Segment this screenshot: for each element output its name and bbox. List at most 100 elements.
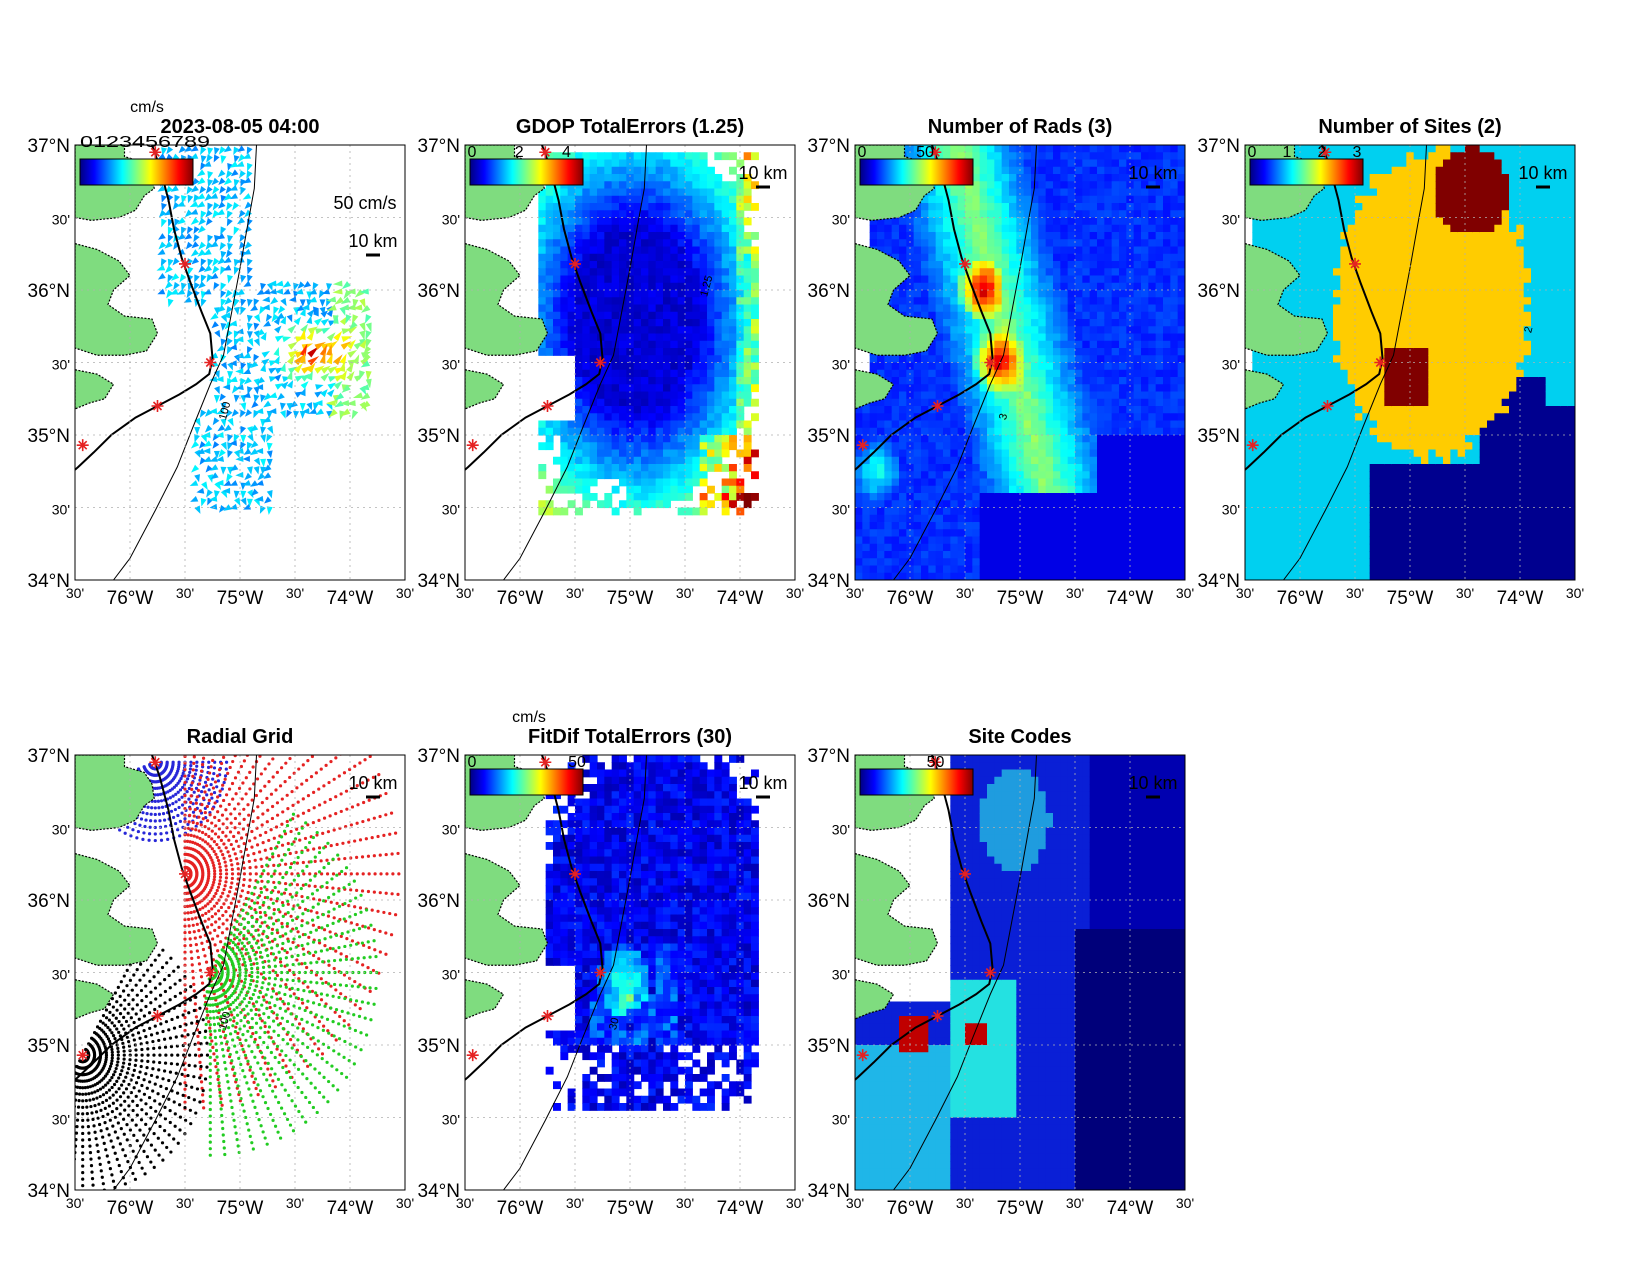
current-vector — [186, 289, 194, 299]
data-cell — [862, 485, 871, 494]
data-cell — [1104, 449, 1113, 458]
data-cell — [1133, 500, 1142, 509]
data-cell — [721, 377, 730, 385]
data-cell — [597, 166, 605, 175]
data-cell — [1016, 413, 1025, 422]
data-cell — [721, 464, 730, 472]
data-cell — [1075, 188, 1083, 197]
data-cell — [1001, 514, 1010, 523]
data-cell — [935, 536, 944, 545]
data-cell — [1148, 551, 1157, 559]
data-cell — [1038, 507, 1047, 516]
data-cell — [891, 464, 900, 472]
data-cell — [987, 543, 995, 552]
data-cell — [891, 413, 900, 422]
current-vector — [223, 480, 232, 486]
data-cell — [1163, 391, 1171, 400]
data-cell — [1119, 529, 1127, 538]
data-cell — [1133, 261, 1142, 269]
data-cell — [1252, 551, 1261, 559]
data-cell — [972, 326, 981, 335]
current-vector — [214, 386, 220, 395]
data-cell — [589, 464, 598, 472]
data-cell — [1075, 311, 1083, 320]
data-cell — [1141, 398, 1149, 407]
data-cell — [575, 232, 583, 240]
data-cell — [1097, 311, 1105, 320]
data-cell — [663, 181, 671, 190]
data-cell — [648, 268, 657, 277]
data-cell — [928, 224, 937, 233]
current-vector — [223, 264, 232, 271]
current-vector — [339, 353, 347, 365]
data-cell — [957, 456, 966, 465]
data-cell — [950, 232, 959, 240]
data-cell — [663, 268, 671, 277]
data-cell — [1104, 210, 1113, 219]
data-cell — [1089, 529, 1098, 538]
data-cell — [648, 340, 657, 349]
data-cell — [1104, 391, 1113, 400]
data-cell — [699, 210, 708, 219]
data-cell — [1148, 471, 1157, 480]
data-cell — [575, 456, 583, 465]
current-vector — [167, 298, 174, 308]
data-cell — [553, 203, 561, 211]
data-cell — [589, 348, 598, 356]
data-cell — [1060, 174, 1069, 182]
data-cell — [553, 348, 561, 356]
data-cell — [553, 340, 561, 349]
data-cell — [670, 464, 679, 472]
data-cell — [1177, 485, 1185, 494]
current-vector — [320, 365, 331, 374]
data-cell — [663, 290, 671, 298]
data-cell — [1009, 297, 1017, 306]
data-cell — [685, 253, 693, 262]
data-cell — [1038, 565, 1047, 574]
data-cell — [921, 398, 929, 407]
data-cell — [538, 210, 547, 219]
data-cell — [1060, 348, 1069, 356]
data-cell — [935, 558, 944, 567]
data-cell — [906, 500, 915, 509]
data-cell — [685, 261, 693, 269]
current-vector — [251, 400, 259, 409]
map-frame — [464, 144, 796, 581]
site-marker-icon — [149, 146, 162, 159]
data-cell — [670, 261, 679, 269]
data-cell — [655, 406, 664, 414]
data-cell — [619, 478, 627, 487]
data-cell — [1023, 435, 1032, 443]
data-cell — [935, 369, 944, 378]
data-cell — [1060, 493, 1069, 501]
data-cell — [1067, 311, 1076, 320]
data-cell — [619, 210, 627, 219]
data-cell — [1009, 398, 1017, 407]
current-vector — [177, 217, 186, 225]
current-vector — [229, 503, 238, 510]
data-cell — [663, 297, 671, 306]
data-cell — [655, 340, 664, 349]
y-tick-label: 30' — [832, 502, 850, 518]
data-cell — [899, 536, 907, 545]
data-cell — [1133, 152, 1142, 161]
data-cell — [641, 413, 649, 422]
data-cell — [677, 355, 686, 364]
data-cell — [965, 217, 973, 226]
data-cell — [1267, 246, 1275, 255]
data-cell — [1023, 297, 1032, 306]
data-cell — [1053, 522, 1061, 530]
data-cell — [1053, 159, 1061, 168]
data-cell — [1082, 261, 1091, 269]
data-cell — [1038, 224, 1047, 233]
data-cell — [663, 500, 671, 509]
data-cell — [714, 217, 723, 226]
data-cell — [589, 275, 598, 284]
data-cell — [707, 464, 715, 472]
data-cell — [1060, 362, 1069, 371]
data-cell — [751, 340, 759, 349]
data-cell — [1155, 493, 1164, 501]
data-cell — [1067, 413, 1076, 422]
data-cell — [729, 391, 737, 400]
data-cell — [965, 319, 973, 327]
